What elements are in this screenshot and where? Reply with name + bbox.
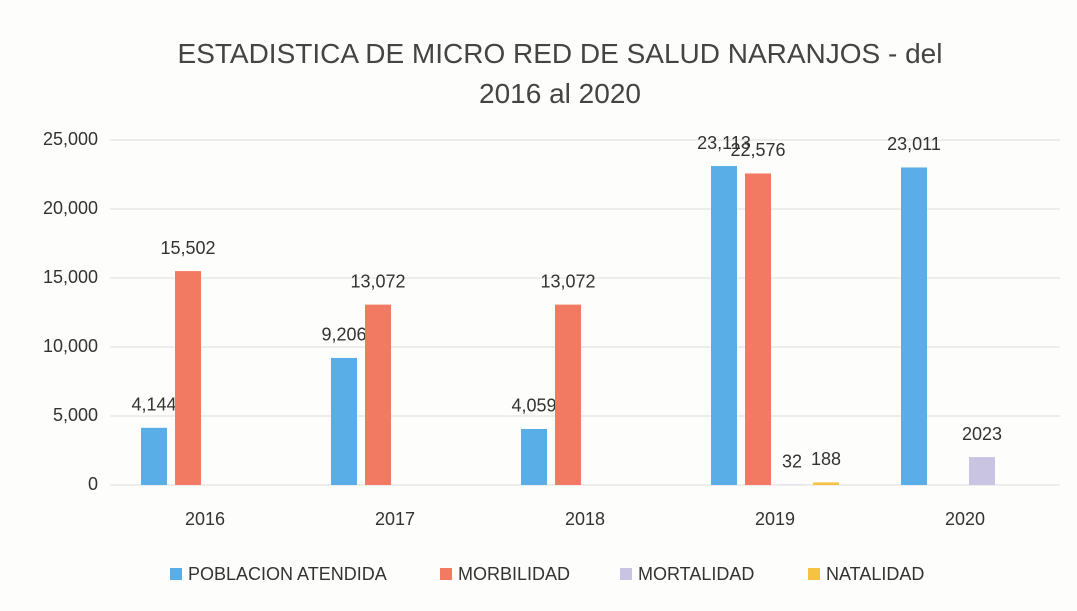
legend-swatch (440, 568, 452, 580)
data-label: 4,144 (131, 395, 176, 415)
legend-label: MORBILIDAD (458, 564, 570, 584)
bar (745, 173, 771, 485)
data-label: 4,059 (511, 396, 556, 416)
data-label: 22,576 (730, 140, 785, 160)
bar (555, 304, 581, 485)
x-tick-label: 2018 (565, 509, 605, 529)
y-tick-label: 25,000 (43, 129, 98, 149)
data-label: 23,113 (697, 133, 751, 153)
data-label: 2023 (962, 424, 1002, 444)
y-tick-label: 0 (88, 474, 98, 494)
bar (969, 457, 995, 485)
data-label: 15,502 (160, 238, 215, 258)
bar (331, 357, 357, 485)
x-tick-label: 2017 (375, 509, 415, 529)
data-label: 188 (811, 449, 841, 469)
x-tick-label: 2019 (755, 509, 795, 529)
y-tick-label: 5,000 (53, 405, 98, 425)
data-label: 32 (782, 451, 802, 471)
bar (141, 427, 167, 485)
x-tick-label: 2020 (945, 509, 985, 529)
legend-label: NATALIDAD (826, 564, 924, 584)
x-tick-label: 2016 (185, 509, 225, 529)
y-tick-label: 15,000 (43, 267, 98, 287)
bar (813, 482, 839, 485)
data-label: 9,206 (321, 325, 366, 345)
data-label: 23,011 (887, 134, 941, 154)
bar (521, 428, 547, 485)
bar (365, 304, 391, 485)
legend-label: POBLACION ATENDIDA (188, 564, 387, 584)
legend-label: MORTALIDAD (638, 564, 754, 584)
y-tick-label: 10,000 (43, 336, 98, 356)
data-label: 13,072 (540, 271, 595, 291)
legend-swatch (808, 568, 820, 580)
legend-swatch (170, 568, 182, 580)
legend-swatch (620, 568, 632, 580)
bar (901, 167, 927, 486)
bar (711, 166, 737, 486)
data-label: 13,072 (350, 271, 405, 291)
y-tick-label: 20,000 (43, 198, 98, 218)
bar (175, 271, 201, 485)
chart-title: ESTADISTICA DE MICRO RED DE SALUD NARANJ… (177, 38, 943, 109)
